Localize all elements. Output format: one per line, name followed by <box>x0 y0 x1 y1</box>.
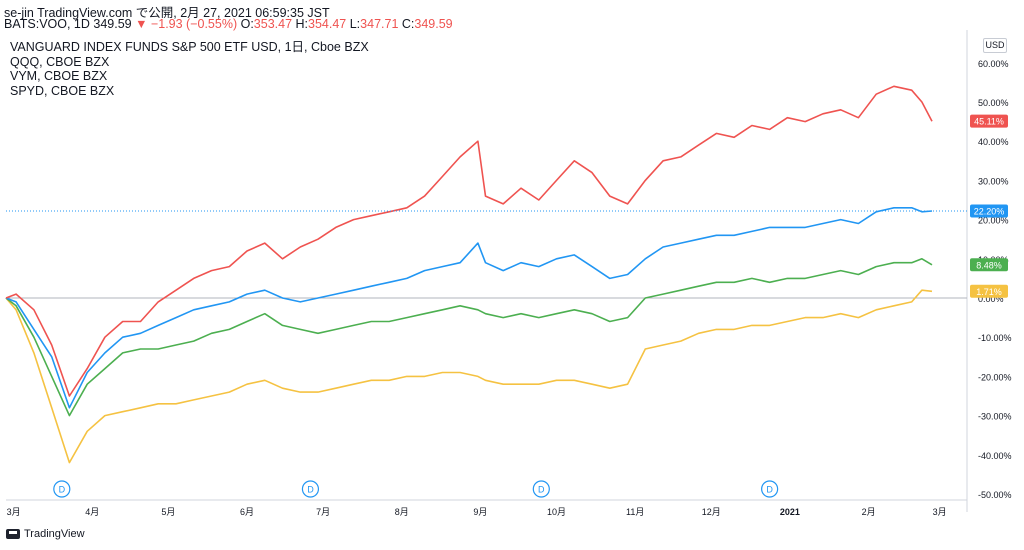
dividend-marker-circle <box>761 480 779 498</box>
publish-info-text: se-jin TradingView.com で公開, 2月 27, 2021 … <box>4 6 330 20</box>
x-tick-label: 9月 <box>473 507 487 517</box>
last-value-badge <box>970 284 1008 298</box>
y-tick-label: 50.00% <box>978 98 1009 108</box>
dividend-marker[interactable]: D <box>761 480 779 498</box>
y-tick-label: -10.00% <box>978 333 1012 343</box>
tradingview-logo-icon <box>6 529 20 539</box>
dividend-marker-label: D <box>59 485 66 495</box>
last-value-text: 45.11% <box>974 117 1004 127</box>
open-value: 353.47 <box>253 17 293 31</box>
last-value-badge <box>970 258 1008 272</box>
legend-item-vym[interactable]: VYM, CBOE BZX <box>10 69 108 83</box>
series-line-voo <box>5 207 933 409</box>
x-tick-label: 8月 <box>395 507 409 517</box>
y-tick-label: -50.00% <box>978 490 1012 500</box>
ohlc-line: BATS:VOO, 1D 349.59 ▼ −1.93 (−0.55%) O:3… <box>4 17 453 31</box>
x-tick-label: 4月 <box>85 507 99 517</box>
dividend-marker-label: D <box>307 485 314 495</box>
last-value-label-spyd: 1.71% <box>970 284 1008 298</box>
dividend-marker[interactable]: D <box>53 480 71 498</box>
currency-button[interactable]: USD <box>983 38 1007 53</box>
x-tick-label: 12月 <box>702 507 721 517</box>
y-tick-label: -30.00% <box>978 412 1012 422</box>
x-tick-label: 5月 <box>161 507 175 517</box>
legend-item-voo[interactable]: VANGUARD INDEX FUNDS S&P 500 ETF USD, 1日… <box>10 40 369 54</box>
high-label: H: <box>295 17 309 31</box>
last-value-label-qqq: 45.11% <box>970 114 1008 128</box>
series-line-qqq <box>5 85 933 397</box>
publish-info: se-jin TradingView.com で公開, 2月 27, 2021 … <box>4 2 330 21</box>
dividend-marker[interactable]: D <box>532 480 550 498</box>
last-value-badge <box>970 114 1008 128</box>
dividend-marker-label: D <box>766 485 773 495</box>
x-tick-label: 3月 <box>7 507 21 517</box>
legend-item-spyd[interactable]: SPYD, CBOE BZX <box>10 83 115 98</box>
open-label: O: <box>240 17 254 31</box>
x-tick-label: 10月 <box>547 507 566 517</box>
high-value: 354.47 <box>308 17 347 31</box>
last-value-text: 22.20% <box>974 206 1005 216</box>
chart-legend: VANGUARD INDEX FUNDS S&P 500 ETF USD, 1日… <box>10 40 369 98</box>
legend-item-qqq[interactable]: QQQ, CBOE BZX <box>10 54 110 69</box>
last-value-text: 1.71% <box>976 287 1002 297</box>
dividend-marker-label: D <box>538 485 545 495</box>
footer: TradingView <box>6 528 85 540</box>
x-tick-label: 2021 <box>780 507 800 517</box>
y-tick-label: 20.00% <box>978 216 1009 226</box>
y-tick-label: 40.00% <box>978 137 1009 147</box>
series-line-vym <box>5 257 933 417</box>
last-value-text: 8.48% <box>976 260 1002 270</box>
y-tick-label: -40.00% <box>978 451 1012 461</box>
last-value-label-vym: 8.48% <box>970 258 1008 272</box>
low-label: L: <box>349 17 361 31</box>
x-tick-label: 11月 <box>626 507 644 517</box>
x-tick-label: 7月 <box>316 507 330 517</box>
dividend-marker-circle <box>301 480 320 498</box>
y-tick-label: -20.00% <box>978 372 1012 382</box>
x-tick-label: 6月 <box>240 507 254 517</box>
dividend-marker-circle <box>53 480 71 498</box>
series-line-spyd <box>5 289 933 464</box>
y-tick-label: 60.00% <box>978 59 1009 69</box>
close-value: 349.59 <box>414 17 453 31</box>
x-tick-label: 3月 <box>933 507 947 517</box>
close-label: C: <box>401 17 415 31</box>
y-tick-label: 0.00% <box>978 294 1004 304</box>
last-value-label-voo: 22.20% <box>970 204 1008 218</box>
price-change: ▼ −1.93 (−0.55%) <box>135 17 238 31</box>
footer-brand: TradingView <box>24 528 85 540</box>
x-tick-label: 2月 <box>862 507 876 517</box>
y-tick-label: 30.00% <box>978 176 1009 186</box>
symbol-price: BATS:VOO, 1D 349.59 <box>4 17 132 31</box>
dividend-marker-circle <box>532 480 550 498</box>
low-value: 347.71 <box>360 17 399 31</box>
dividend-marker[interactable]: D <box>301 480 320 498</box>
last-value-badge <box>970 204 1008 218</box>
